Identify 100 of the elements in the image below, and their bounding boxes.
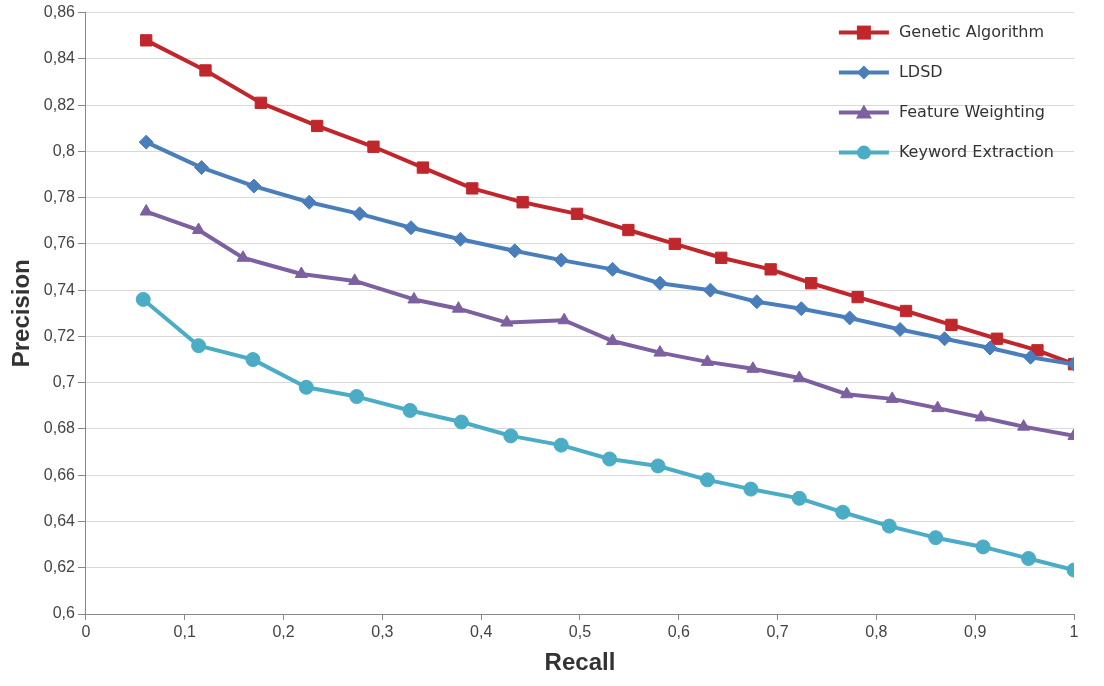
point [885, 391, 899, 403]
y-tick-label: 0,72 [43, 326, 76, 344]
point [416, 161, 430, 174]
point [349, 389, 365, 405]
y-tick-label: 0,8 [52, 141, 76, 159]
legend-label: LDSD [898, 61, 943, 81]
point [899, 304, 913, 318]
point [301, 194, 317, 210]
point [805, 277, 818, 290]
point [135, 291, 151, 307]
y-tick-label: 0,76 [43, 234, 76, 252]
point [298, 379, 314, 395]
y-tick-label: 0,82 [43, 95, 76, 113]
point [194, 160, 210, 176]
point [138, 134, 154, 150]
point [199, 64, 212, 77]
point [192, 222, 206, 235]
point [602, 451, 618, 467]
point [1017, 419, 1031, 431]
x-axis-title: Recall [544, 648, 616, 676]
y-tick-label: 0,86 [43, 3, 76, 21]
point [606, 333, 620, 346]
x-tick-label: 1 [1069, 623, 1079, 641]
x-tick-label: 0 [81, 623, 91, 641]
point [928, 530, 944, 546]
point [974, 409, 988, 422]
point [245, 352, 261, 368]
point [367, 140, 380, 153]
point [749, 294, 765, 310]
x-tick-label: 0,5 [568, 623, 592, 641]
point [500, 315, 514, 327]
point [702, 282, 718, 298]
x-tick-label: 0,8 [865, 623, 888, 641]
y-tick-label: 0,7 [52, 373, 76, 391]
point [191, 338, 207, 354]
point [842, 310, 858, 326]
point [1021, 550, 1037, 566]
point [650, 458, 666, 474]
point [793, 301, 809, 317]
point [791, 490, 807, 506]
point [937, 331, 953, 347]
y-axis-title: Precision [7, 259, 35, 368]
point [851, 290, 864, 304]
point [945, 318, 958, 332]
point [700, 354, 714, 366]
y-tick-label: 0,66 [43, 465, 76, 483]
y-tick-label: 0,62 [43, 558, 76, 576]
point [1023, 349, 1039, 365]
point [743, 481, 759, 497]
point [236, 250, 250, 262]
x-tick-label: 0,4 [470, 623, 493, 641]
y-tick-label: 0,74 [43, 280, 76, 298]
x-tick-label: 0,1 [173, 623, 196, 641]
point [699, 472, 715, 488]
point [892, 321, 908, 337]
x-tick-label: 0,9 [964, 623, 987, 641]
y-tick-label: 0,78 [43, 188, 76, 206]
point [402, 402, 418, 418]
point [990, 332, 1004, 345]
point [453, 414, 469, 430]
point [352, 206, 368, 222]
point [516, 196, 529, 209]
point [746, 361, 760, 373]
point [835, 504, 851, 520]
point [652, 275, 668, 291]
point [840, 386, 854, 399]
point [348, 273, 362, 285]
point [553, 437, 569, 453]
point [764, 263, 777, 276]
point [668, 237, 681, 251]
point [507, 243, 523, 259]
y-tick-label: 0,6 [52, 604, 76, 622]
point [407, 291, 421, 304]
point [451, 301, 465, 313]
point [792, 370, 806, 383]
point [570, 207, 584, 220]
point [982, 340, 998, 356]
x-tick-label: 0,2 [272, 623, 295, 641]
point [653, 345, 667, 357]
point [881, 518, 897, 534]
x-tick-label: 0,3 [371, 623, 394, 641]
y-tick-label: 0,68 [43, 419, 76, 437]
legend-label: Keyword Extraction [898, 141, 1055, 161]
legend-label: Genetic Algorithm [898, 21, 1045, 41]
x-tick-label: 0,7 [766, 623, 789, 641]
y-tick-label: 0,84 [43, 49, 76, 67]
point [452, 231, 468, 247]
point [975, 539, 991, 555]
point [139, 204, 153, 216]
point [557, 312, 571, 325]
point [310, 119, 324, 133]
point [553, 252, 569, 268]
point [715, 251, 728, 264]
y-tick-label: 0,64 [43, 511, 76, 529]
point [403, 220, 419, 236]
x-tick-label: 0,6 [667, 623, 690, 641]
legend-label: Feature Weighting [898, 101, 1045, 121]
point [294, 266, 308, 278]
point [605, 261, 621, 277]
point [140, 34, 153, 47]
